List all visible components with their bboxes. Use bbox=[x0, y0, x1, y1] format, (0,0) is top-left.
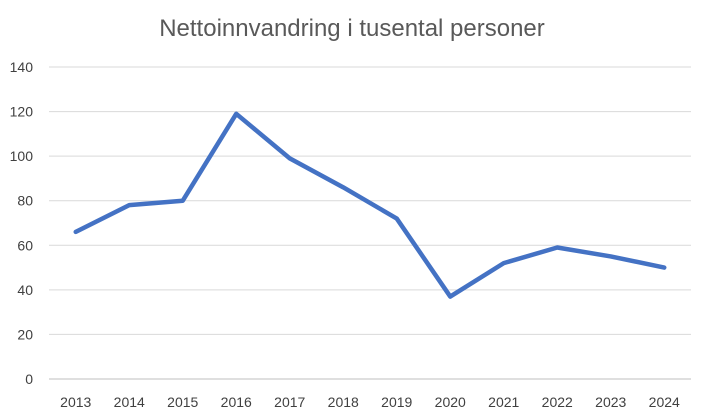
x-tick-label: 2022 bbox=[542, 394, 573, 410]
x-tick-label: 2016 bbox=[221, 394, 252, 410]
x-tick-label: 2023 bbox=[595, 394, 626, 410]
y-tick-label: 60 bbox=[17, 237, 33, 253]
x-tick-label: 2017 bbox=[274, 394, 305, 410]
y-tick-label: 120 bbox=[10, 104, 34, 120]
series-line bbox=[73, 111, 667, 299]
y-axis-tick-labels: 0 20 40 60 80 100 120 140 bbox=[10, 59, 34, 387]
x-tick-label: 2014 bbox=[114, 394, 145, 410]
x-tick-label: 2013 bbox=[60, 394, 91, 410]
chart-title: Nettoinnvandring i tusental personer bbox=[159, 15, 545, 42]
y-tick-label: 20 bbox=[17, 326, 33, 342]
y-tick-label: 40 bbox=[17, 282, 33, 298]
x-tick-label: 2015 bbox=[167, 394, 198, 410]
x-axis-tick-labels: 2013 2014 2015 2016 2017 2018 2019 2020 2021 2022… bbox=[60, 394, 680, 410]
y-tick-label: 100 bbox=[10, 148, 34, 164]
x-tick-label: 2019 bbox=[381, 394, 412, 410]
x-tick-label: 2024 bbox=[649, 394, 680, 410]
y-tick-label: 0 bbox=[25, 371, 33, 387]
series-layer bbox=[73, 111, 667, 299]
x-tick-label: 2018 bbox=[328, 394, 359, 410]
x-tick-label: 2020 bbox=[435, 394, 466, 410]
y-tick-label: 80 bbox=[17, 193, 33, 209]
x-tick-label: 2021 bbox=[488, 394, 519, 410]
y-tick-label: 140 bbox=[10, 59, 34, 75]
